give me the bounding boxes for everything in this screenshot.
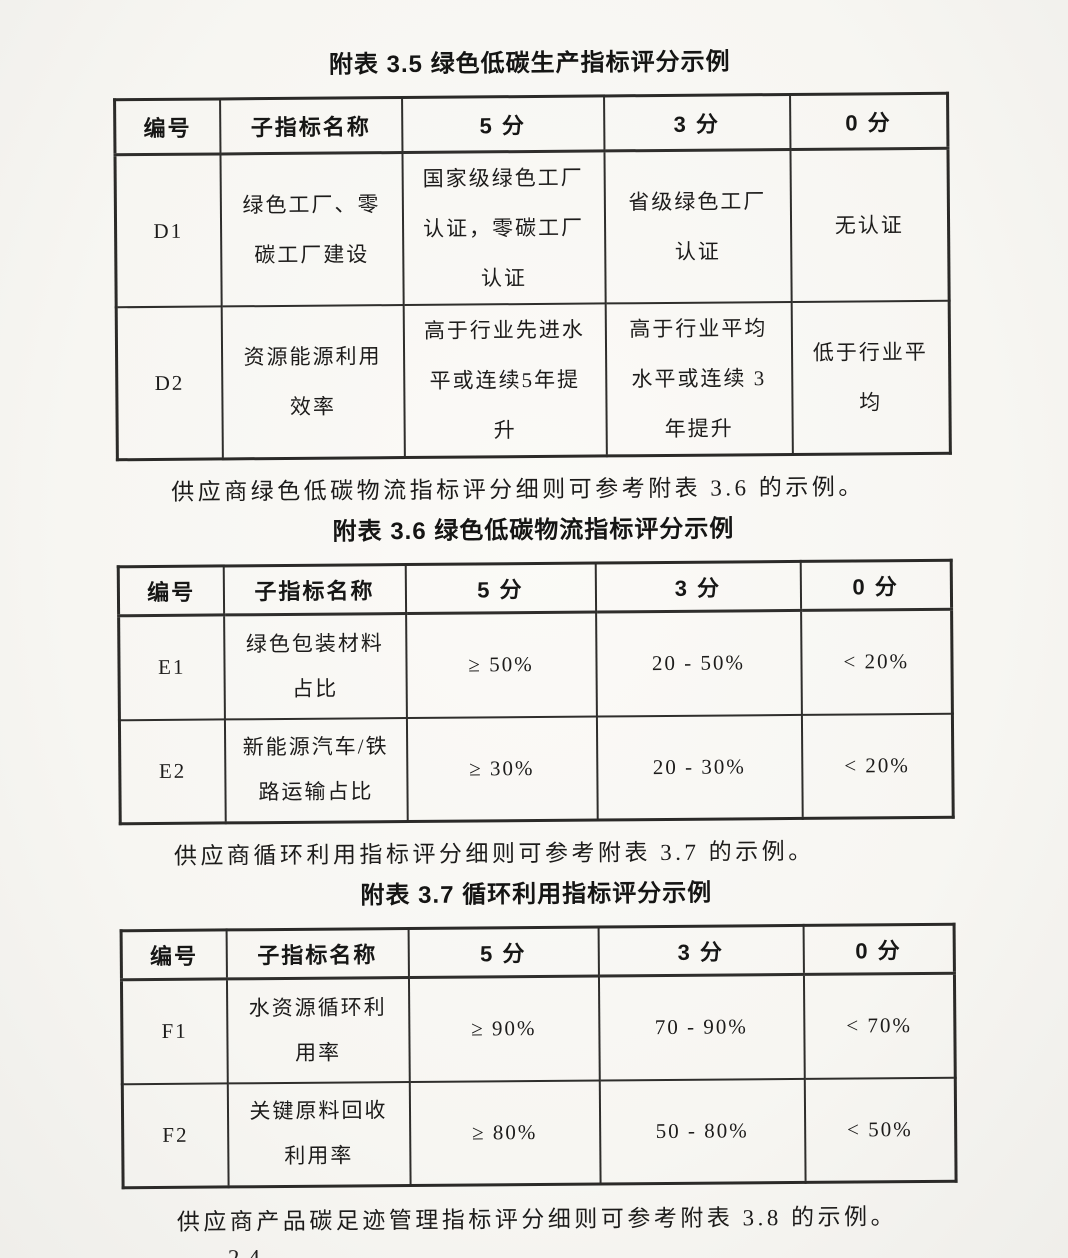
score-3-cell: 70 - 90%	[598, 974, 805, 1081]
column-header-id: 编号	[118, 565, 224, 616]
column-header-3pt: 3 分	[598, 925, 804, 977]
row-id-cell: E1	[118, 614, 225, 720]
row-id-cell: F2	[122, 1082, 229, 1188]
score-5-cell: 国家级绿色工厂认证，零碳工厂认证	[401, 150, 606, 306]
column-header-id: 编号	[114, 98, 220, 155]
table-3-5-title: 附表 3.5 绿色低碳生产指标评分示例	[328, 48, 731, 79]
header-row: 编号 子指标名称 5 分 3 分 0 分	[118, 560, 952, 616]
score-5-cell: ≥ 90%	[408, 976, 600, 1082]
column-header-3pt: 3 分	[603, 94, 790, 151]
score-3-cell: 高于行业平均水平或连续 3 年提升	[605, 301, 793, 456]
column-header-0pt: 0 分	[789, 93, 948, 150]
column-header-5pt: 5 分	[405, 563, 596, 614]
score-3-cell: 20 - 30%	[596, 714, 803, 821]
table-row-e1: E1 绿色包装材料占比 ≥ 50% 20 - 50% < 20%	[118, 609, 953, 720]
score-3-cell: 20 - 50%	[595, 610, 802, 717]
score-0-cell: 无认证	[789, 148, 950, 302]
column-header-id: 编号	[121, 929, 227, 980]
column-header-0pt: 0 分	[803, 924, 955, 975]
table-3-5: 编号 子指标名称 5 分 3 分 0 分 D1 绿色工厂、零碳工厂建设 国家级绿…	[113, 91, 952, 462]
indicator-name-cell: 绿色工厂、零碳工厂建设	[219, 152, 404, 307]
page-number: — 24 —	[181, 1244, 316, 1258]
score-0-cell: < 50%	[804, 1077, 957, 1183]
section-table-3-7: 供应商循环利用指标评分细则可参考附表 3.7 的示例。 附表 3.7 循环利用指…	[2, 833, 1068, 1190]
column-header-name: 子指标名称	[226, 928, 409, 979]
lead-note-3-7: 供应商循环利用指标评分细则可参考附表 3.7 的示例。	[173, 838, 815, 869]
column-header-5pt: 5 分	[401, 95, 604, 153]
score-5-cell: 高于行业先进水平或连续5年提升	[403, 303, 607, 458]
column-header-5pt: 5 分	[408, 927, 599, 978]
column-header-3pt: 3 分	[595, 561, 801, 613]
score-3-cell: 省级绿色工厂认证	[603, 149, 792, 304]
table-row-f1: F1 水资源循环利用率 ≥ 90% 70 - 90% < 70%	[121, 973, 956, 1084]
section-table-3-6: 供应商绿色低碳物流指标评分细则可参考附表 3.6 的示例。 附表 3.6 绿色低…	[0, 469, 1068, 826]
header-row: 编号 子指标名称 5 分 3 分 0 分	[121, 924, 955, 980]
table-row-d2: D2 资源能源利用效率 高于行业先进水平或连续5年提升 高于行业平均水平或连续 …	[116, 300, 951, 460]
table-3-6-title: 附表 3.6 绿色低碳物流指标评分示例	[332, 515, 735, 546]
score-0-cell: < 20%	[801, 713, 954, 819]
row-id-cell: D2	[116, 306, 223, 460]
table-3-7: 编号 子指标名称 5 分 3 分 0 分 F1 水资源循环利用率 ≥ 90% 7…	[119, 922, 958, 1190]
column-header-0pt: 0 分	[800, 560, 952, 611]
indicator-name-cell: 关键原料回收利用率	[227, 1081, 411, 1187]
table-3-6: 编号 子指标名称 5 分 3 分 0 分 E1 绿色包装材料占比 ≥ 50% 2…	[116, 558, 955, 826]
row-id-cell: F1	[121, 978, 228, 1084]
column-header-name: 子指标名称	[219, 97, 402, 154]
indicator-name-cell: 水资源循环利用率	[226, 977, 410, 1083]
score-3-cell: 50 - 80%	[599, 1078, 806, 1184]
score-0-cell: < 20%	[800, 609, 953, 715]
lead-note-3-6: 供应商绿色低碳物流指标评分细则可参考附表 3.6 的示例。	[171, 474, 865, 505]
score-0-cell: < 70%	[803, 973, 956, 1079]
header-row: 编号 子指标名称 5 分 3 分 0 分	[114, 93, 948, 155]
closing-note: 供应商产品碳足迹管理指标评分细则可参考附表 3.8 的示例。	[176, 1204, 898, 1235]
indicator-name-cell: 新能源汽车/铁路运输占比	[224, 717, 408, 823]
column-header-name: 子指标名称	[223, 564, 406, 615]
indicator-name-cell: 资源能源利用效率	[221, 305, 405, 459]
indicator-name-cell: 绿色包装材料占比	[223, 613, 407, 719]
table-row-f2: F2 关键原料回收利用率 ≥ 80% 50 - 80% < 50%	[122, 1077, 957, 1188]
row-id-cell: D1	[114, 153, 222, 308]
score-5-cell: ≥ 30%	[406, 716, 598, 822]
table-row-d1: D1 绿色工厂、零碳工厂建设 国家级绿色工厂认证，零碳工厂认证 省级绿色工厂认证…	[114, 148, 950, 308]
row-id-cell: E2	[119, 718, 226, 824]
score-5-cell: ≥ 80%	[409, 1080, 601, 1186]
table-row-e2: E2 新能源汽车/铁路运输占比 ≥ 30% 20 - 30% < 20%	[119, 713, 954, 824]
section-table-3-5: 附表 3.5 绿色低碳生产指标评分示例 编号 子指标名称 5 分 3 分 0 分	[0, 42, 1067, 462]
score-0-cell: 低于行业平均	[791, 300, 951, 455]
score-5-cell: ≥ 50%	[405, 612, 597, 718]
table-3-7-title: 附表 3.7 循环利用指标评分示例	[360, 879, 713, 910]
